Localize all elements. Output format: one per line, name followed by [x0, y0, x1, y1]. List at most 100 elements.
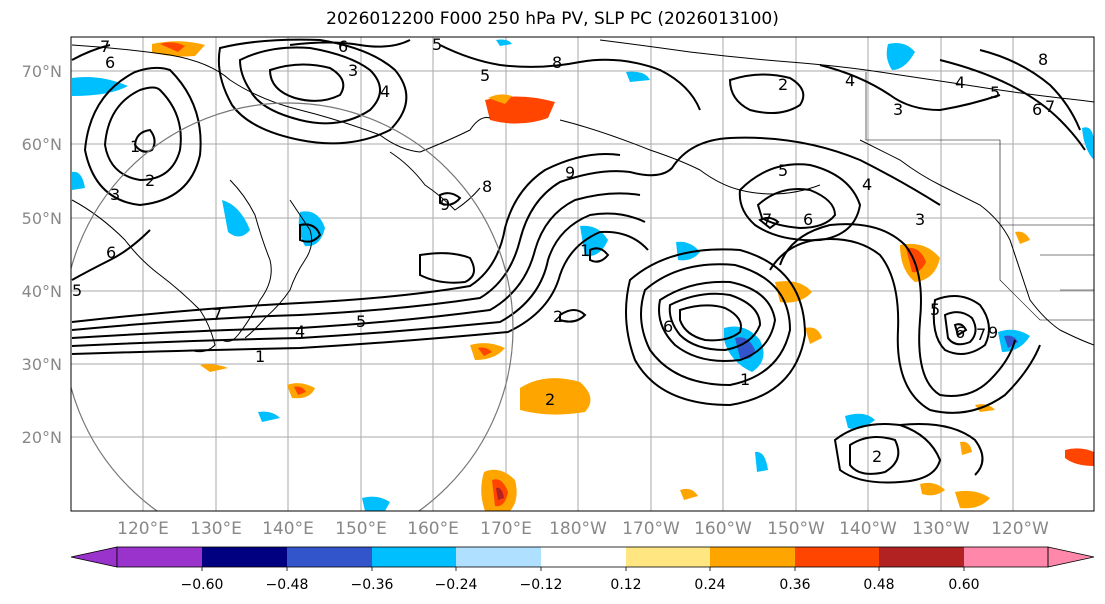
- colorbar-swatch: [456, 547, 541, 567]
- pv-blob: [1004, 335, 1018, 348]
- coastline: [221, 179, 272, 343]
- lon-label: 120°W: [991, 519, 1049, 539]
- range-circle: [71, 102, 514, 511]
- contour-line: [658, 280, 777, 362]
- lon-label: 160°W: [694, 519, 752, 539]
- colorbar-swatch: [202, 547, 287, 567]
- contour-label: 6: [1032, 100, 1042, 119]
- lat-label: 70°N: [22, 62, 62, 81]
- contour-label: 4: [955, 73, 965, 92]
- contour-label: 1: [255, 347, 265, 366]
- contour-line: [979, 49, 1081, 131]
- contour-label: 2: [545, 390, 555, 409]
- pv-blob: [955, 490, 990, 509]
- colorbar-tick-label: 0.36: [779, 577, 810, 593]
- colorbar-tick-label: −0.36: [351, 577, 394, 593]
- colorbar-tick-label: −0.24: [435, 577, 478, 593]
- pv-blob: [676, 241, 700, 261]
- contour-line: [819, 64, 1001, 112]
- map-title: 2026012200 F000 250 hPa PV, SLP PC (2026…: [326, 9, 779, 29]
- contour-label: 4: [845, 71, 855, 90]
- contour-label: 2: [778, 75, 788, 94]
- longitude-labels: 120°E 130°E 140°E 150°E 160°E 170°E 180°…: [117, 519, 1049, 539]
- contour-line: [738, 163, 862, 242]
- lat-label: 30°N: [22, 355, 62, 374]
- contour-label: 1: [740, 370, 750, 389]
- pv-blob: [886, 43, 915, 70]
- contour-label: 5: [778, 161, 788, 180]
- coastline: [559, 119, 821, 195]
- colorbar-swatch: [117, 547, 202, 567]
- colorbar-tick-label: −0.12: [520, 577, 563, 593]
- contour-label: 1: [130, 137, 140, 156]
- lat-label: 60°N: [22, 135, 62, 154]
- lon-label: 180°W: [549, 519, 607, 539]
- contour-line: [939, 59, 1086, 151]
- contour-line: [849, 435, 900, 475]
- boundaries: [865, 72, 1094, 321]
- coastline: [599, 39, 1094, 103]
- contour-label: 6: [106, 243, 116, 262]
- contour-label: 7: [1045, 97, 1055, 116]
- colorbar-tick-label: 0.12: [610, 577, 641, 593]
- contour-label: 3: [110, 185, 120, 204]
- contour-label: 3: [893, 100, 903, 119]
- lon-label: 140°E: [262, 519, 314, 539]
- contour-label: 6: [105, 53, 115, 72]
- contour-line: [71, 44, 111, 61]
- colorbar-swatch: [795, 547, 879, 567]
- contour-label: 9: [440, 195, 450, 214]
- pv-blob: [1065, 448, 1094, 466]
- colorbar-tick-label: 0.60: [948, 577, 979, 593]
- contour-line: [299, 223, 322, 243]
- coastline: [71, 199, 216, 353]
- lon-label: 130°W: [912, 519, 970, 539]
- colorbar-swatch: [372, 547, 456, 567]
- pv-blob: [626, 71, 650, 82]
- lat-label: 50°N: [22, 209, 62, 228]
- pv-blob: [496, 487, 504, 500]
- colorbar-swatch: [287, 547, 372, 567]
- colorbar-extend-left: [70, 546, 118, 568]
- pv-blob: [160, 42, 185, 52]
- pv-blob: [488, 94, 512, 104]
- pv-blob: [362, 496, 390, 511]
- contour-labels: 7 6 6 5 3 4 5 8 2 4 3 4 5 6 7 8 1 2 3 6 …: [72, 37, 1055, 466]
- contour-line: [779, 223, 1016, 397]
- colorbar-swatch: [710, 547, 795, 567]
- lat-label: 40°N: [22, 282, 62, 301]
- colorbar: −0.60 −0.48 −0.36 −0.24 −0.12 0.12 0.24 …: [70, 546, 1095, 593]
- pv-blob: [805, 327, 822, 344]
- contour-label: 2: [145, 171, 155, 190]
- contour-line: [758, 216, 780, 230]
- contour-line: [439, 192, 462, 206]
- pv-blob: [72, 171, 85, 190]
- contour-line: [83, 66, 202, 207]
- pv-blob: [1015, 231, 1030, 244]
- pv-blob: [520, 378, 591, 415]
- colorbar-tick-label: −0.60: [181, 577, 224, 593]
- lon-label: 130°E: [190, 519, 242, 539]
- contour-line: [71, 229, 151, 281]
- contour-line: [71, 230, 649, 355]
- contour-label: 7: [762, 210, 772, 229]
- contour-line: [133, 128, 156, 153]
- pv-blob: [496, 39, 512, 46]
- contour-line: [728, 73, 805, 115]
- lon-label: 170°W: [622, 519, 680, 539]
- pv-blob: [485, 96, 555, 124]
- contour-label: 4: [862, 175, 872, 194]
- contour-label: 7: [100, 37, 110, 56]
- lon-label: 170°E: [480, 519, 532, 539]
- contour-line: [668, 292, 762, 352]
- pv-blob: [960, 441, 972, 455]
- pv-blob: [920, 482, 945, 496]
- contour-label: 8: [1038, 50, 1048, 69]
- contour-label: 6: [338, 37, 348, 56]
- pv-blob: [294, 386, 306, 395]
- colorbar-swatch: [626, 547, 710, 567]
- contour-label: 3: [348, 61, 358, 80]
- contour-label: 9: [565, 163, 575, 182]
- contour-label: 5: [990, 83, 1000, 102]
- colorbar-swatch: [879, 547, 964, 567]
